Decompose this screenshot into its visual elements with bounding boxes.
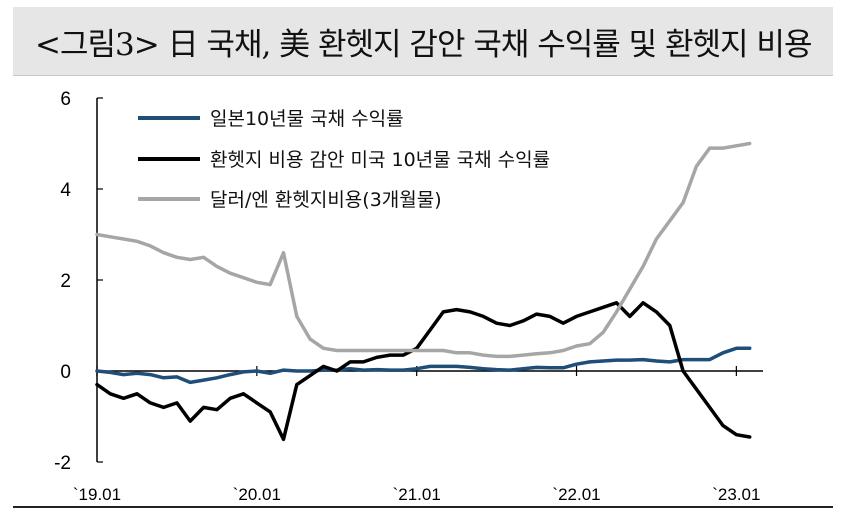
y-tick-label: 2 xyxy=(60,271,71,292)
y-tick-label: 0 xyxy=(60,362,71,383)
x-tick-label: `19.01 xyxy=(73,485,121,504)
series-line xyxy=(95,141,752,359)
x-tick-label: `23.01 xyxy=(712,485,760,504)
x-tick-label: `21.01 xyxy=(393,485,441,504)
x-tick-label: `22.01 xyxy=(552,485,600,504)
series-line xyxy=(95,346,752,385)
legend-label: 달러/엔 환헷지비용(3개월물) xyxy=(210,189,442,211)
y-tick-label: 6 xyxy=(60,89,71,110)
y-tick-label: -2 xyxy=(54,453,71,474)
title-bar: <그림3> 日 국채, 美 환헷지 감안 국채 수익률 및 환헷지 비용 xyxy=(13,7,833,76)
legend-label: 환헷지 비용 감안 미국 10년물 국채 수익률 xyxy=(210,149,550,171)
legend-label: 일본10년물 국채 수익률 xyxy=(210,108,404,130)
y-tick-label: 4 xyxy=(60,180,71,201)
series-line xyxy=(95,301,752,442)
chart-title: <그림3> 日 국채, 美 환헷지 감안 국채 수익률 및 환헷지 비용 xyxy=(35,27,812,63)
x-tick-label: `20.01 xyxy=(233,485,281,504)
bottom-rule xyxy=(13,506,833,508)
